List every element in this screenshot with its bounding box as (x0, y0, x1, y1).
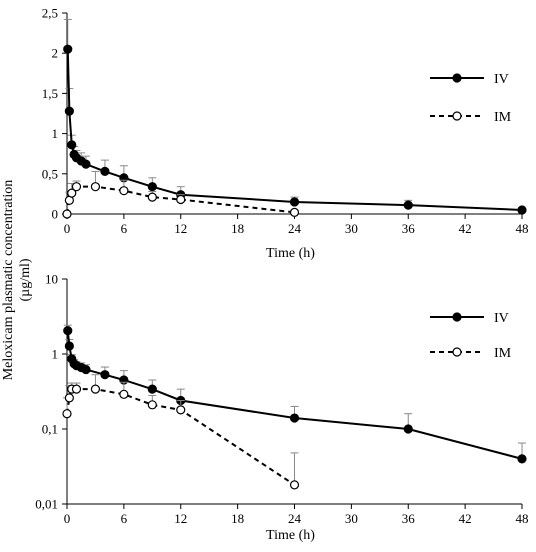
data-point (90, 384, 101, 394)
data-point (64, 106, 74, 116)
data-point (62, 409, 72, 419)
x-tick-label: 48 (516, 221, 529, 236)
x-tick-label: 48 (516, 511, 529, 526)
data-point (289, 207, 300, 217)
series-iv: IV (63, 18, 527, 215)
y-tick-label: 0 (52, 207, 59, 222)
series-im: IM (62, 110, 512, 219)
data-point (176, 194, 186, 205)
y-tick-label: 1,5 (42, 86, 58, 101)
series-iv: IV (63, 311, 527, 464)
data-point (147, 400, 157, 410)
data-point (119, 389, 129, 399)
data-point (289, 480, 300, 490)
legend-label: IM (494, 346, 512, 361)
data-point (403, 200, 413, 210)
y-tick-label: 0,5 (42, 166, 58, 181)
data-point (64, 341, 74, 351)
data-point (67, 188, 77, 198)
legend-label: IV (494, 72, 509, 87)
legend-label: IM (494, 110, 512, 125)
x-tick-label: 6 (121, 511, 128, 526)
x-tick-label: 12 (174, 221, 187, 236)
shared-y-axis-label: Meloxicam plasmatic concentration (µg/ml) (1, 180, 33, 381)
data-point (81, 159, 91, 169)
y-tick-label: 2 (52, 46, 59, 61)
legend-marker (452, 312, 462, 322)
legend-marker (452, 347, 462, 357)
data-point (63, 326, 73, 336)
data-point (289, 197, 300, 207)
data-point (289, 413, 300, 423)
data-point (100, 370, 110, 380)
x-tick-label: 18 (231, 221, 244, 236)
legend-label: IV (494, 311, 509, 326)
y-tick-label: 0,1 (42, 422, 58, 437)
x-tick-label: 42 (459, 511, 472, 526)
y-tick-label: 10 (45, 272, 58, 287)
series-im: IM (62, 346, 512, 490)
data-point (62, 209, 72, 219)
panel-top-linear: 0 6 12 18 24 30 36 42 48 0 0,5 1 1,5 2 2,5 Time (h) IV IM (42, 6, 529, 262)
x-tick-label: 24 (288, 511, 302, 526)
data-point (64, 393, 74, 403)
data-point (147, 192, 157, 202)
x-tick-label: 12 (174, 511, 187, 526)
x-tick-label: 18 (231, 511, 244, 526)
panel-bottom-log: 0 6 12 18 24 30 36 42 48 0,01 0,1 1 10 Time (h) IV IM (35, 272, 528, 544)
x-tick-label: 6 (121, 221, 128, 236)
data-point (403, 424, 413, 434)
data-point (517, 205, 527, 215)
data-point (100, 166, 110, 176)
data-point (63, 44, 73, 54)
x-tick-label: 0 (64, 511, 71, 526)
data-point (67, 140, 77, 150)
x-tick-label: 36 (402, 221, 416, 236)
legend-marker (452, 73, 462, 83)
data-point (71, 182, 82, 192)
y-tick-label: 2,5 (42, 6, 58, 21)
x-axis-title: Time (h) (266, 246, 315, 261)
x-tick-label: 30 (345, 511, 358, 526)
data-point (147, 182, 157, 192)
data-point (90, 182, 101, 192)
x-tick-label: 24 (288, 221, 302, 236)
data-point (517, 454, 527, 464)
x-tick-label: 36 (402, 511, 416, 526)
y-tick-label: 1 (52, 347, 59, 362)
x-tick-label: 42 (459, 221, 472, 236)
x-tick-label: 30 (345, 221, 358, 236)
x-axis-title: Time (h) (266, 528, 315, 543)
y-axis-title: Meloxicam plasmatic concentration (µg/ml) (1, 180, 33, 381)
y-axis-title-line: (µg/ml) (18, 258, 33, 301)
x-tick-label: 0 (64, 221, 71, 236)
data-point (81, 364, 91, 375)
y-axis-title-line: Meloxicam plasmatic concentration (1, 180, 16, 381)
y-tick-label: 0,01 (35, 497, 58, 512)
data-point (119, 186, 129, 196)
data-point (176, 405, 186, 415)
data-point (71, 384, 82, 394)
series-line (66, 49, 523, 211)
data-point (147, 384, 157, 394)
legend-marker (452, 111, 462, 121)
y-tick-label: 1 (52, 126, 59, 141)
